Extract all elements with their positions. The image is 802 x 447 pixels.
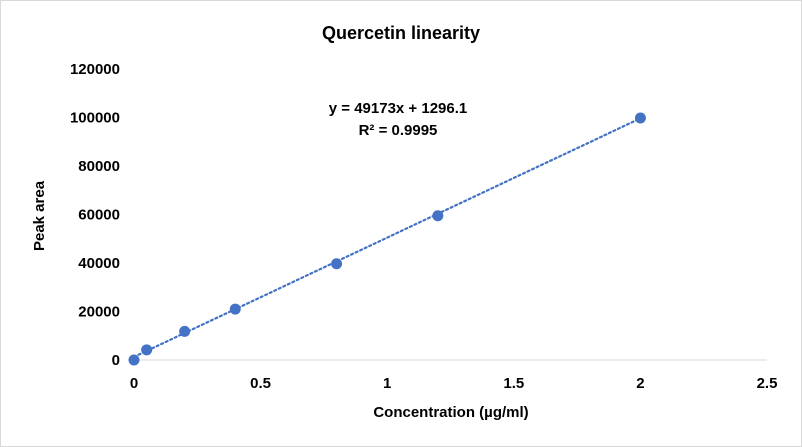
x-tick-label: 1.5: [503, 375, 524, 392]
data-point: [141, 344, 153, 356]
data-point: [229, 303, 241, 315]
x-tick-label: 0: [130, 375, 138, 392]
data-point: [634, 112, 646, 124]
y-tick-label: 60000: [78, 207, 120, 224]
x-axis-title: Concentration (µg/ml): [373, 404, 528, 421]
data-point: [128, 354, 140, 366]
y-tick-label: 20000: [78, 304, 120, 321]
x-tick-label: 1: [383, 375, 391, 392]
x-tick-label: 2: [636, 375, 644, 392]
y-axis-title: Peak area: [31, 180, 48, 251]
x-tick-label: 2.5: [757, 375, 778, 392]
r-squared-label: R² = 0.9995: [359, 122, 438, 139]
y-tick-label: 80000: [78, 158, 120, 175]
x-axis-ticks: 0 0.5 1 1.5 2 2.5: [130, 375, 778, 392]
y-tick-label: 40000: [78, 255, 120, 272]
chart-title: Quercetin linearity: [322, 23, 480, 43]
data-point: [331, 258, 343, 270]
data-point: [432, 210, 444, 222]
data-points: [128, 112, 646, 366]
y-tick-label: 100000: [70, 110, 120, 127]
y-tick-label: 120000: [70, 61, 120, 78]
trendline-equation: y = 49173x + 1296.1: [329, 100, 467, 117]
y-tick-label: 0: [112, 352, 120, 369]
data-point: [179, 325, 191, 337]
y-axis-ticks: 0 20000 40000 60000 80000 100000 120000: [70, 61, 120, 369]
trendline: [132, 117, 642, 358]
x-tick-label: 0.5: [250, 375, 271, 392]
